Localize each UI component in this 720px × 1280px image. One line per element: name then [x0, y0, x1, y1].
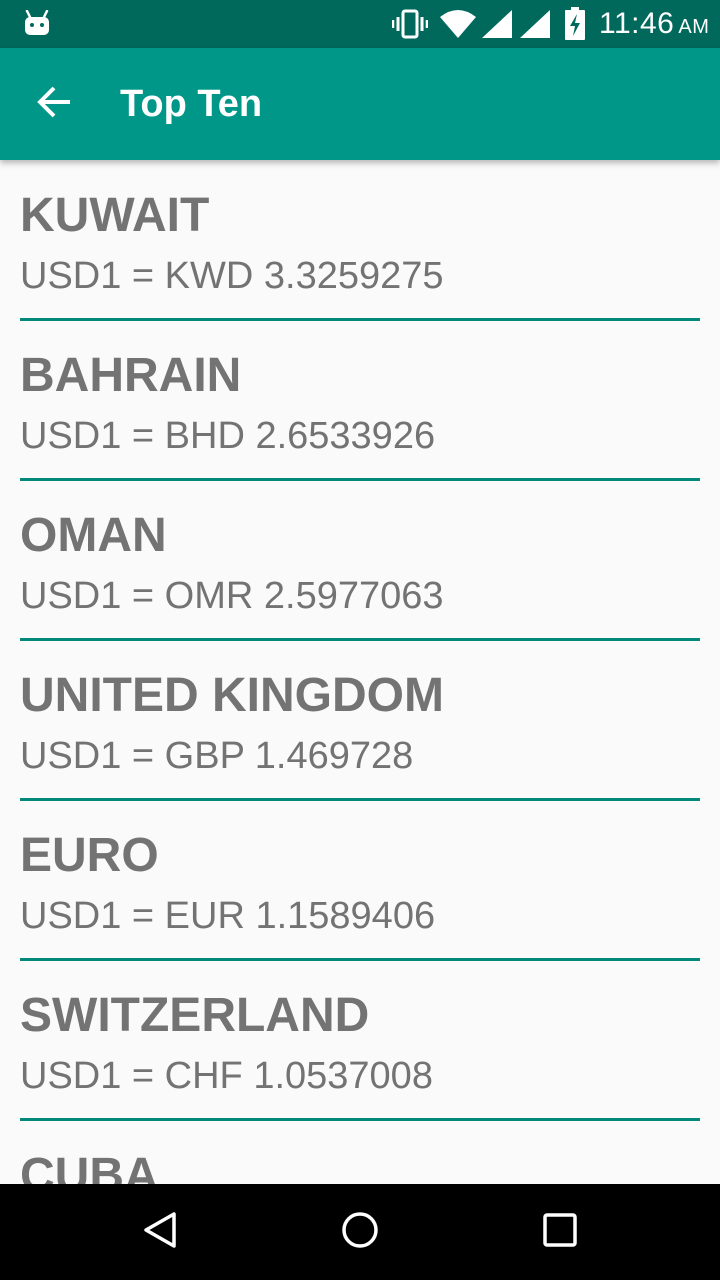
- nav-home-icon: [340, 1210, 380, 1255]
- nav-back-icon: [140, 1210, 180, 1255]
- list-item[interactable]: UNITED KINGDOM USD1 = GBP 1.469728: [0, 640, 720, 801]
- list-item[interactable]: OMAN USD1 = OMR 2.5977063: [0, 480, 720, 641]
- nav-home-button[interactable]: [328, 1200, 392, 1264]
- app-bar: Top Ten: [0, 48, 720, 160]
- android-icon: [24, 9, 50, 41]
- battery-charging-icon: [564, 7, 586, 46]
- signal-icon: [520, 10, 550, 43]
- rates-list[interactable]: KUWAIT USD1 = KWD 3.3259275 BAHRAIN USD1…: [0, 160, 720, 1184]
- country-name: OMAN: [20, 509, 167, 562]
- exchange-rate: USD1 = KWD 3.3259275: [20, 255, 444, 297]
- country-name: BAHRAIN: [20, 349, 242, 402]
- back-button[interactable]: [22, 72, 86, 136]
- exchange-rate: USD1 = BHD 2.6533926: [20, 415, 436, 457]
- wifi-icon: [440, 9, 476, 44]
- divider: [20, 958, 700, 961]
- divider: [20, 798, 700, 801]
- status-clock: 11:46 AM: [599, 7, 710, 40]
- vibrate-icon: [391, 8, 429, 45]
- arrow-back-icon: [36, 84, 72, 125]
- nav-recents-button[interactable]: [528, 1200, 592, 1264]
- divider: [20, 478, 700, 481]
- list-item[interactable]: EURO USD1 = EUR 1.1589406: [0, 800, 720, 961]
- navigation-bar: [0, 1184, 720, 1280]
- list-item[interactable]: KUWAIT USD1 = KWD 3.3259275: [0, 160, 720, 321]
- exchange-rate: USD1 = OMR 2.5977063: [20, 575, 444, 617]
- exchange-rate: USD1 = EUR 1.1589406: [20, 895, 436, 937]
- country-name: EURO: [20, 829, 159, 882]
- exchange-rate: USD1 = GBP 1.469728: [20, 735, 414, 777]
- list-item[interactable]: SWITZERLAND USD1 = CHF 1.0537008: [0, 960, 720, 1121]
- signal-icon: [482, 10, 512, 43]
- country-name: KUWAIT: [20, 189, 210, 242]
- country-name: UNITED KINGDOM: [20, 669, 444, 722]
- nav-recents-icon: [540, 1210, 580, 1255]
- nav-back-button[interactable]: [128, 1200, 192, 1264]
- list-item[interactable]: CUBA: [0, 1120, 720, 1185]
- exchange-rate: USD1 = CHF 1.0537008: [20, 1055, 433, 1097]
- divider: [20, 318, 700, 321]
- country-name: CUBA: [20, 1149, 159, 1185]
- divider: [20, 638, 700, 641]
- country-name: SWITZERLAND: [20, 989, 370, 1042]
- status-bar: 11:46 AM: [0, 0, 720, 48]
- page-title: Top Ten: [120, 83, 263, 125]
- list-item[interactable]: BAHRAIN USD1 = BHD 2.6533926: [0, 320, 720, 481]
- divider: [20, 1118, 700, 1121]
